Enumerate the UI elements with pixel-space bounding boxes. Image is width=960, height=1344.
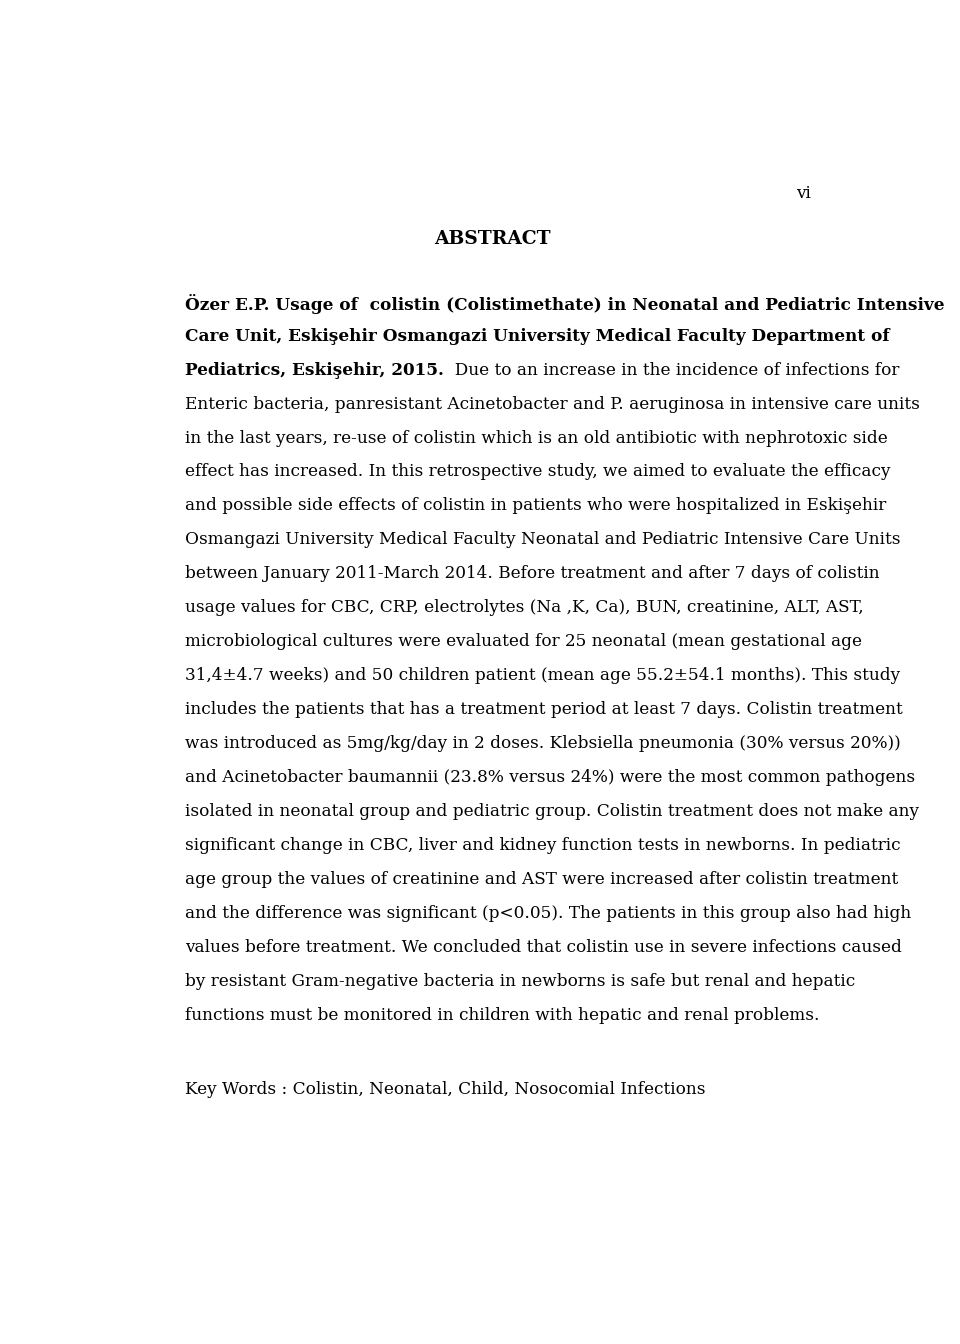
Text: Enteric bacteria, panresistant Acinetobacter and P. aeruginosa in intensive care: Enteric bacteria, panresistant Acinetoba… — [185, 395, 921, 413]
Text: functions must be monitored in children with hepatic and renal problems.: functions must be monitored in children … — [185, 1007, 820, 1024]
Text: Pediatrics, Eskişehir, 2015.: Pediatrics, Eskişehir, 2015. — [185, 362, 444, 379]
Text: 31,4±4.7 weeks) and 50 children patient (mean age 55.2±54.1 months). This study: 31,4±4.7 weeks) and 50 children patient … — [185, 667, 900, 684]
Text: Care Unit, Eskişehir Osmangazi University Medical Faculty Department of: Care Unit, Eskişehir Osmangazi Universit… — [185, 328, 890, 344]
Text: includes the patients that has a treatment period at least 7 days. Colistin trea: includes the patients that has a treatme… — [185, 702, 903, 718]
Text: usage values for CBC, CRP, electrolytes (Na ,K, Ca), BUN, creatinine, ALT, AST,: usage values for CBC, CRP, electrolytes … — [185, 599, 864, 617]
Text: and the difference was significant (p<0.05). The patients in this group also had: and the difference was significant (p<0.… — [185, 905, 912, 922]
Text: Osmangazi University Medical Faculty Neonatal and Pediatric Intensive Care Units: Osmangazi University Medical Faculty Neo… — [185, 531, 901, 548]
Text: Due to an increase in the incidence of infections for: Due to an increase in the incidence of i… — [444, 362, 900, 379]
Text: in the last years, re-use of colistin which is an old antibiotic with nephrotoxi: in the last years, re-use of colistin wh… — [185, 430, 888, 446]
Text: Key Words : Colistin, Neonatal, Child, Nosocomial Infections: Key Words : Colistin, Neonatal, Child, N… — [185, 1081, 706, 1098]
Text: effect has increased. In this retrospective study, we aimed to evaluate the effi: effect has increased. In this retrospect… — [185, 464, 891, 480]
Text: vi: vi — [796, 185, 810, 202]
Text: Özer E.P. Usage of  colistin (Colistimethate) in Neonatal and Pediatric Intensiv: Özer E.P. Usage of colistin (Colistimeth… — [185, 294, 945, 313]
Text: isolated in neonatal group and pediatric group. Colistin treatment does not make: isolated in neonatal group and pediatric… — [185, 802, 920, 820]
Text: significant change in CBC, liver and kidney function tests in newborns. In pedia: significant change in CBC, liver and kid… — [185, 837, 901, 853]
Text: and Acinetobacter baumannii (23.8% versus 24%) were the most common pathogens: and Acinetobacter baumannii (23.8% versu… — [185, 769, 916, 786]
Text: was introduced as 5mg/kg/day in 2 doses. Klebsiella pneumonia (30% versus 20%)): was introduced as 5mg/kg/day in 2 doses.… — [185, 735, 901, 753]
Text: age group the values of creatinine and AST were increased after colistin treatme: age group the values of creatinine and A… — [185, 871, 899, 888]
Text: by resistant Gram-negative bacteria in newborns is safe but renal and hepatic: by resistant Gram-negative bacteria in n… — [185, 973, 855, 989]
Text: microbiological cultures were evaluated for 25 neonatal (mean gestational age: microbiological cultures were evaluated … — [185, 633, 862, 650]
Text: ABSTRACT: ABSTRACT — [434, 230, 550, 247]
Text: between January 2011-March 2014. Before treatment and after 7 days of colistin: between January 2011-March 2014. Before … — [185, 566, 880, 582]
Text: and possible side effects of colistin in patients who were hospitalized in Eskiş: and possible side effects of colistin in… — [185, 497, 887, 515]
Text: values before treatment. We concluded that colistin use in severe infections cau: values before treatment. We concluded th… — [185, 938, 902, 956]
